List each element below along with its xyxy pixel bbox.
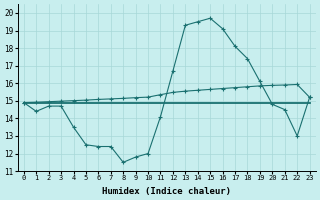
X-axis label: Humidex (Indice chaleur): Humidex (Indice chaleur) [102,187,231,196]
